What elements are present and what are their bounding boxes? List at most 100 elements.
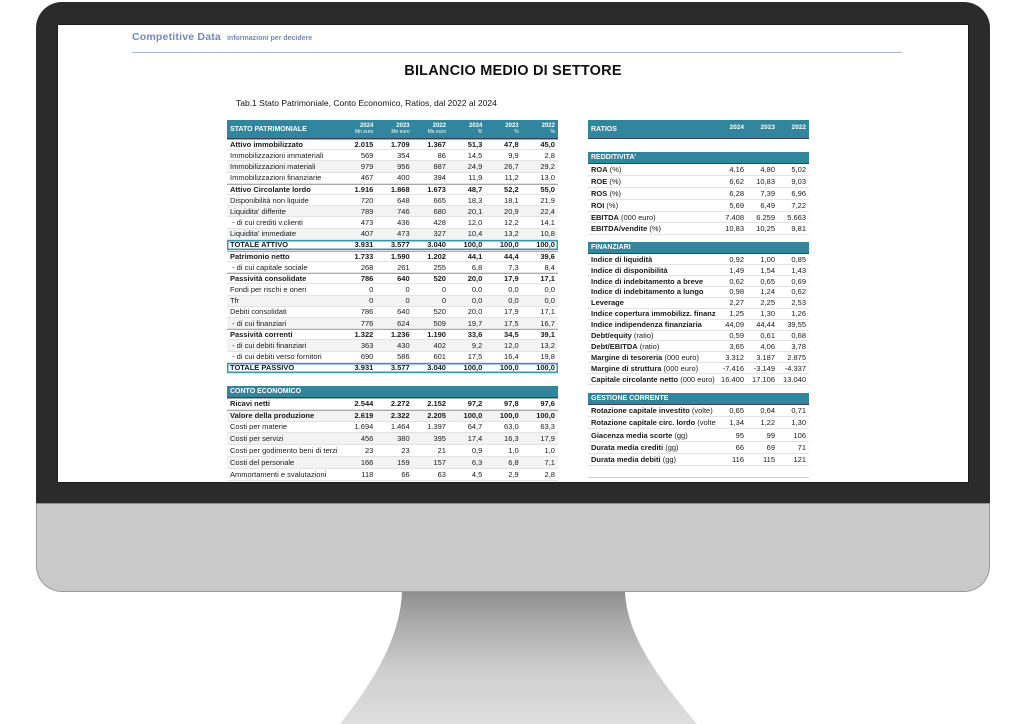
row-unit: (000 euro) <box>618 212 656 222</box>
cell-value: 20,0 <box>467 307 483 317</box>
cell-value: 6,62 <box>729 176 744 186</box>
cell-value: 1,43 <box>791 265 806 275</box>
cell-value: 4,06 <box>760 341 775 351</box>
cell-value: 2.205 <box>427 411 446 421</box>
row-label: EBITDA/vendite (%) <box>591 224 662 234</box>
cell-value: 7,39 <box>760 188 775 198</box>
cell-value: 52,2 <box>504 184 519 194</box>
cell-value: 467 <box>360 173 374 183</box>
row-label: Indice di disponibilità <box>591 265 668 275</box>
table-row: - di cui capitale sociale 268 261 255 6,8 7,3… <box>227 262 558 274</box>
section-band: REDDITIVITA' <box>588 152 809 164</box>
cell-value: 1,30 <box>791 418 806 428</box>
row-label: ROE (%) <box>591 176 622 186</box>
cell-value: 6,49 <box>760 200 775 210</box>
cell-value: 5,02 <box>791 164 806 174</box>
cell-value: 6,96 <box>791 188 806 198</box>
row-unit: (%) <box>607 176 622 186</box>
cell-value: 601 <box>433 352 446 362</box>
cell-value: 100,0 <box>463 411 483 421</box>
cell-value: 5.663 <box>787 212 806 222</box>
cell-value: 10,25 <box>756 224 775 234</box>
row-label: Immobilizzazioni immateriali <box>230 150 324 160</box>
table-row: ROA (%) 4,16 4,80 5,02 <box>588 164 809 176</box>
cell-value: 33,6 <box>467 330 483 340</box>
cell-value: 1.694 <box>354 422 374 432</box>
row-label: - di cui crediti v.clienti <box>230 217 303 227</box>
cell-value: 3.187 <box>756 352 775 362</box>
cell-value: 4,80 <box>760 164 775 174</box>
cell-value: 100,0 <box>499 363 519 373</box>
cell-value: 363 <box>360 340 374 350</box>
cell-value: 1,0 <box>544 446 555 456</box>
table-row: Immobilizzazioni immateriali 569 354 86 14,5… <box>227 150 558 162</box>
cell-value: 34,5 <box>504 330 519 340</box>
ratios-bottom-rule <box>588 477 809 478</box>
cell-value: 17,1 <box>540 274 555 284</box>
table-row: Indice di liquidità 0,92 1,00 0,85 <box>588 254 809 266</box>
stato-patrimoniale-rows: Attivo immobilizzato 2.015 1.709 1.367 51,3 4… <box>227 139 558 374</box>
cell-value: 6,8 <box>508 457 519 467</box>
cell-value: 86 <box>437 150 446 160</box>
cell-value: 14,5 <box>467 150 483 160</box>
row-label: Ammortamenti e svalutazioni <box>230 469 327 479</box>
cell-value: 3,65 <box>729 341 744 351</box>
row-label: Indice di liquidità <box>591 254 653 264</box>
cell-value: 789 <box>360 206 374 216</box>
row-label: Durata media debiti (gg) <box>591 454 677 464</box>
cell-value: 14,1 <box>540 217 555 227</box>
table-row: Costi per godimento beni di terzi 23 23 21 0… <box>227 445 558 457</box>
table-row: Durata media debiti (gg) 116 115 121 <box>588 453 809 466</box>
column-header: 2022 <box>791 124 806 132</box>
cell-value: 586 <box>397 352 410 362</box>
monitor-chin <box>36 503 990 592</box>
cell-value: 640 <box>397 274 410 284</box>
cell-value: 17,5 <box>504 318 519 328</box>
cell-value: 0,0 <box>544 285 555 295</box>
cell-value: 456 <box>360 434 374 444</box>
row-label: Attivo immobilizzato <box>230 140 303 150</box>
table-row: Liquidita' differite 789 746 680 20,1 20,9 22,… <box>227 206 558 218</box>
table-row: Attivo Circolante lordo 1.916 1.868 1.673 48… <box>227 183 558 195</box>
row-label: Liquidita' differite <box>230 206 286 216</box>
cell-value: 0 <box>405 285 410 295</box>
cell-value: 13,2 <box>504 229 519 239</box>
conto-economico-rows: Ricavi netti 2.544 2.272 2.152 97,2 97,8 97,6 V… <box>227 398 558 481</box>
cell-value: 395 <box>433 434 446 444</box>
cell-value: 887 <box>433 161 446 171</box>
cell-value: 115 <box>763 454 775 464</box>
table-row: - di cui debiti finanziari 363 430 402 9,2 12… <box>227 340 558 352</box>
table-row: EBITDA (000 euro) 7.408 6.259 5.663 <box>588 211 809 224</box>
row-label: Immobilizzazioni finanziarie <box>230 173 322 183</box>
cell-value: 71 <box>797 442 806 452</box>
cell-value: 2,53 <box>791 298 806 308</box>
cell-value: 520 <box>433 307 446 317</box>
cell-value: 9,03 <box>791 176 806 186</box>
cell-value: 7,1 <box>544 457 555 467</box>
cell-value: 2,8 <box>544 150 555 160</box>
table-row: Debt/EBITDA (ratio) 3,65 4,06 3,78 <box>588 341 809 353</box>
cell-value: 665 <box>433 195 446 205</box>
table-row: Immobilizzazioni finanziarie 467 400 394 11,… <box>227 172 558 184</box>
cell-value: 1,00 <box>760 254 775 264</box>
cell-value: 21 <box>437 446 446 456</box>
cell-value: 1.590 <box>390 251 410 261</box>
column-header: 2024 Mn euro <box>354 123 374 135</box>
page-title: BILANCIO MEDIO DI SETTORE <box>404 63 622 79</box>
redditivita-rows: ROA (%) 4,16 4,80 5,02 ROE (%) 6,62 10,83 9,03 R… <box>588 164 809 236</box>
cell-value: 20,9 <box>504 206 519 216</box>
cell-value: 66 <box>401 469 410 479</box>
cell-value: 956 <box>397 161 410 171</box>
cell-value: 157 <box>433 457 446 467</box>
cell-value: 23 <box>401 446 410 456</box>
cell-value: 0,9 <box>471 446 483 456</box>
cell-value: 473 <box>397 229 410 239</box>
cell-value: 10,8 <box>540 229 555 239</box>
cell-value: 55,0 <box>540 184 555 194</box>
cell-value: 166 <box>360 457 374 467</box>
cell-value: 0,98 <box>729 287 744 297</box>
table-row: Indice indipendenza finanziaria 44,09 44,4… <box>588 319 809 331</box>
cell-value: 2.619 <box>354 411 374 421</box>
cell-value: -4.337 <box>784 363 806 373</box>
cell-value: 0,71 <box>791 406 806 416</box>
